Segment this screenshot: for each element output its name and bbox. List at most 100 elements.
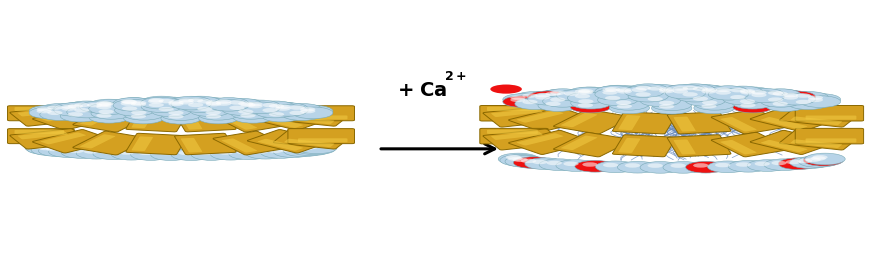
Circle shape <box>68 104 83 108</box>
Circle shape <box>299 109 315 113</box>
Circle shape <box>292 105 333 117</box>
Circle shape <box>89 99 129 111</box>
Circle shape <box>665 84 705 96</box>
Circle shape <box>751 90 766 95</box>
Circle shape <box>722 86 762 98</box>
Circle shape <box>797 156 838 167</box>
Circle shape <box>96 105 112 109</box>
Circle shape <box>807 95 822 100</box>
FancyBboxPatch shape <box>132 136 153 151</box>
Circle shape <box>715 88 730 92</box>
Circle shape <box>577 103 593 107</box>
Circle shape <box>545 91 560 96</box>
Circle shape <box>148 103 163 107</box>
Circle shape <box>521 159 536 163</box>
Circle shape <box>96 101 112 105</box>
FancyBboxPatch shape <box>8 128 74 144</box>
Circle shape <box>304 144 319 148</box>
Circle shape <box>295 143 335 155</box>
Circle shape <box>542 96 582 107</box>
Circle shape <box>772 102 787 106</box>
Circle shape <box>91 107 131 119</box>
Circle shape <box>113 98 154 109</box>
Circle shape <box>61 102 100 114</box>
Circle shape <box>727 160 767 172</box>
Text: $\mathbf{2+}$: $\mathbf{2+}$ <box>443 70 466 83</box>
Circle shape <box>158 151 173 155</box>
Circle shape <box>764 100 804 112</box>
Circle shape <box>131 114 146 118</box>
Circle shape <box>604 96 620 100</box>
FancyBboxPatch shape <box>18 108 68 116</box>
Circle shape <box>570 101 610 113</box>
FancyBboxPatch shape <box>507 130 593 154</box>
Circle shape <box>122 106 137 111</box>
Circle shape <box>702 100 716 105</box>
Circle shape <box>229 100 244 105</box>
Circle shape <box>570 87 610 99</box>
Circle shape <box>273 146 313 158</box>
FancyBboxPatch shape <box>673 140 695 154</box>
Circle shape <box>811 155 827 160</box>
Circle shape <box>715 90 730 95</box>
Circle shape <box>56 148 71 152</box>
FancyBboxPatch shape <box>18 131 68 139</box>
Circle shape <box>61 105 76 109</box>
Circle shape <box>263 108 277 113</box>
Circle shape <box>570 88 610 100</box>
Circle shape <box>796 159 811 163</box>
FancyBboxPatch shape <box>789 116 841 125</box>
Circle shape <box>570 97 610 109</box>
Circle shape <box>630 88 646 92</box>
Circle shape <box>594 88 635 100</box>
Circle shape <box>114 104 155 116</box>
Circle shape <box>68 149 84 153</box>
FancyBboxPatch shape <box>273 129 352 149</box>
Circle shape <box>198 112 239 124</box>
Circle shape <box>282 109 322 121</box>
Circle shape <box>538 159 579 171</box>
Circle shape <box>197 99 212 104</box>
Circle shape <box>647 86 662 91</box>
FancyBboxPatch shape <box>284 116 334 124</box>
Circle shape <box>746 160 787 171</box>
Circle shape <box>574 89 589 94</box>
Circle shape <box>694 86 734 98</box>
FancyBboxPatch shape <box>612 135 675 157</box>
Circle shape <box>537 90 578 101</box>
Circle shape <box>604 87 620 91</box>
Circle shape <box>89 103 129 115</box>
Circle shape <box>767 97 782 102</box>
Circle shape <box>615 100 630 105</box>
Circle shape <box>297 142 336 154</box>
Circle shape <box>772 91 787 96</box>
Circle shape <box>269 104 284 108</box>
Circle shape <box>233 101 273 113</box>
Circle shape <box>123 100 163 112</box>
Circle shape <box>731 97 772 109</box>
Circle shape <box>39 146 54 150</box>
Circle shape <box>229 106 244 110</box>
Circle shape <box>701 89 716 94</box>
Circle shape <box>253 149 268 154</box>
Circle shape <box>751 93 766 97</box>
Circle shape <box>268 149 283 153</box>
Circle shape <box>119 150 133 155</box>
FancyBboxPatch shape <box>673 116 695 132</box>
Circle shape <box>98 109 113 114</box>
Circle shape <box>739 90 755 95</box>
Circle shape <box>191 149 231 160</box>
FancyBboxPatch shape <box>126 133 187 155</box>
FancyBboxPatch shape <box>247 130 329 153</box>
Circle shape <box>743 88 783 100</box>
Circle shape <box>198 99 238 111</box>
Circle shape <box>289 111 305 115</box>
Circle shape <box>574 160 615 172</box>
Circle shape <box>615 88 630 92</box>
Circle shape <box>774 93 815 105</box>
Circle shape <box>510 98 525 102</box>
Circle shape <box>542 89 582 100</box>
Circle shape <box>83 149 99 154</box>
FancyBboxPatch shape <box>491 131 542 140</box>
Circle shape <box>782 93 797 97</box>
